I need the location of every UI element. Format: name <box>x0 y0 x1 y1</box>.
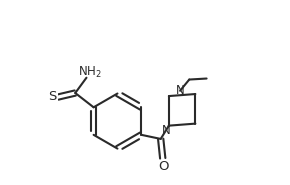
Text: N: N <box>176 84 184 97</box>
Text: NH$_2$: NH$_2$ <box>78 64 101 80</box>
Text: O: O <box>158 159 168 173</box>
Text: S: S <box>48 90 56 103</box>
Text: N: N <box>162 125 171 137</box>
